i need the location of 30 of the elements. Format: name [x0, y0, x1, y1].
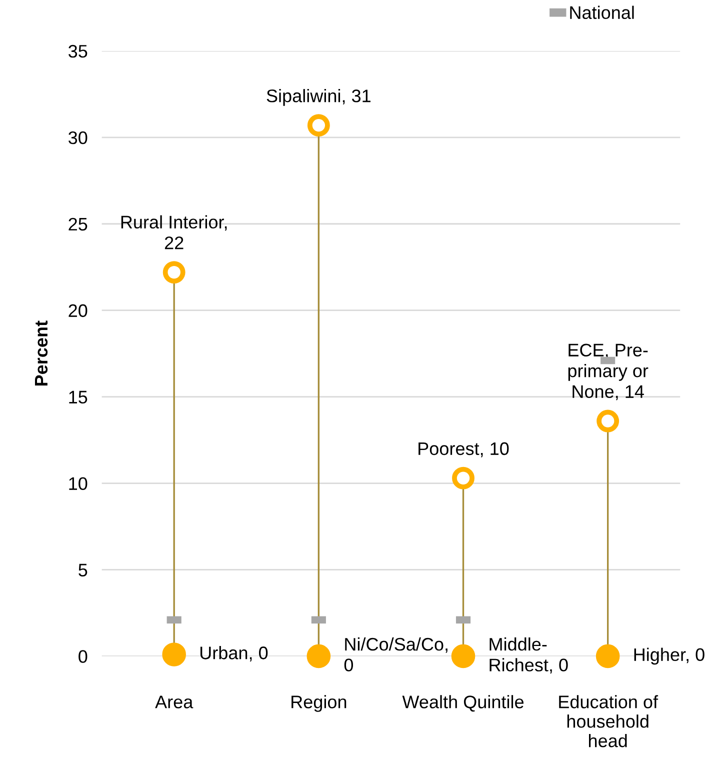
data-label: Ni/Co/Sa/Co, 0: [344, 637, 448, 672]
y-tick-label: 35: [68, 44, 88, 58]
data-label: ECE, Pre- primary or None, 14: [568, 344, 648, 400]
point: [596, 410, 620, 432]
data-label: Middle- Richest, 0: [490, 637, 568, 674]
y-tick-label: 20: [68, 304, 88, 318]
data-label: Urban, 0: [200, 646, 268, 662]
y-tick-label: 30: [68, 131, 88, 144]
data-label: Sipaliwini, 31: [266, 89, 370, 106]
point: [451, 644, 476, 668]
point: [596, 644, 620, 668]
data-label: Poorest, 10: [418, 442, 509, 458]
x-tick-label: Region: [292, 695, 346, 712]
point: [162, 261, 186, 284]
x-tick-label: Area: [155, 696, 194, 708]
point: [162, 642, 186, 666]
x-tick-label: Wealth Quintile: [402, 695, 524, 712]
point: [307, 114, 330, 137]
y-tick-label: 5: [78, 564, 88, 576]
data-label: Higher, 0: [634, 648, 704, 665]
y-tick-label: 10: [69, 477, 88, 490]
x-tick-label: Education of household head: [559, 695, 658, 748]
legend-label: National: [570, 6, 634, 20]
y-axis-title: Percent: [34, 320, 48, 386]
y-tick-label: 0: [78, 650, 88, 663]
y-tick-label: 25: [68, 218, 88, 231]
point: [306, 644, 331, 668]
point: [452, 466, 474, 490]
y-tick-label: 15: [69, 390, 88, 404]
data-label: Rural Interior, 22: [121, 215, 227, 250]
